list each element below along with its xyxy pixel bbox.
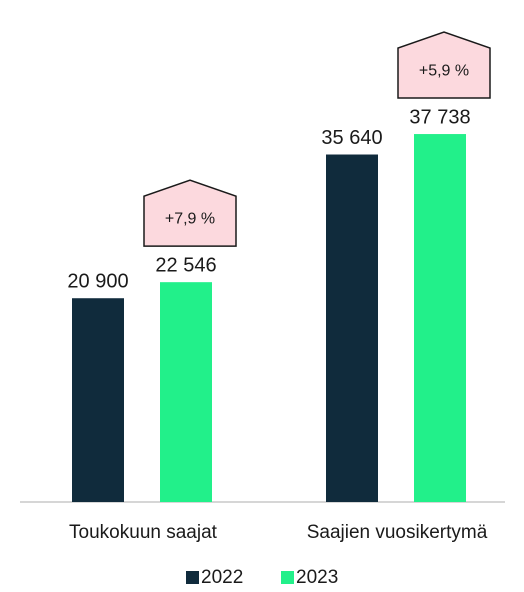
legend-label: 2023 <box>296 567 338 588</box>
legend-swatch <box>186 571 199 584</box>
bar <box>160 282 212 502</box>
x-tick-label: Saajien vuosikertymä <box>307 522 488 543</box>
bar <box>326 154 378 502</box>
bar <box>414 134 466 502</box>
annotation-box <box>397 31 491 99</box>
bar <box>72 298 124 502</box>
legend-swatch <box>281 571 294 584</box>
x-tick-label: Toukokuun saajat <box>69 522 218 543</box>
value-label: 22 546 <box>155 254 216 276</box>
legend-label: 2022 <box>201 567 243 588</box>
annotation: +5,9 % <box>419 62 469 79</box>
annotation: +7,9 % <box>165 210 215 227</box>
value-label: 37 738 <box>409 106 470 128</box>
annotation-box <box>143 179 237 247</box>
value-label: 20 900 <box>67 271 128 293</box>
value-label: 35 640 <box>321 127 382 149</box>
